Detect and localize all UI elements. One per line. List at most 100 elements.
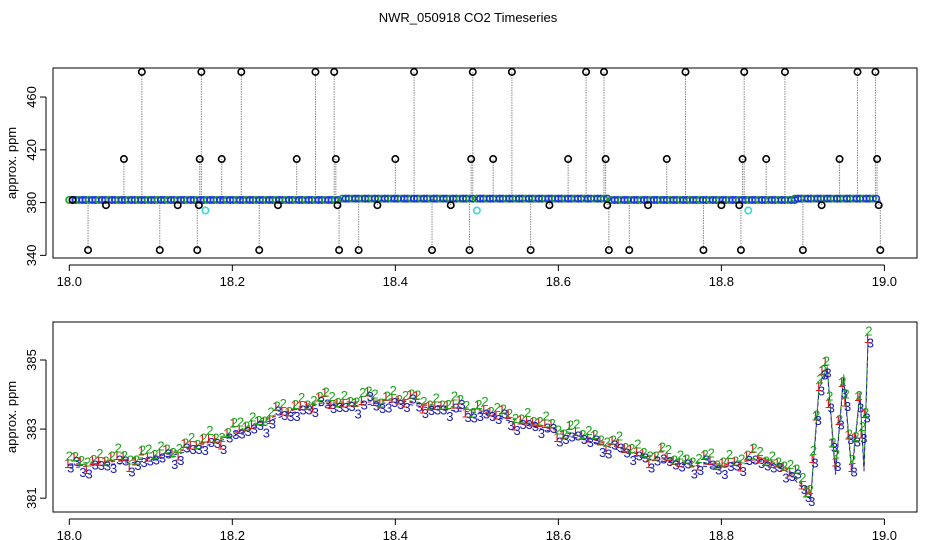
- top-y-tick-label: 460: [24, 86, 39, 108]
- outlier-point: [292, 155, 301, 164]
- series-2-marker: 2: [579, 427, 586, 442]
- series-3-marker: 3: [73, 454, 80, 469]
- series-1-marker: 1: [792, 462, 799, 477]
- series-2-marker: 2: [585, 423, 592, 438]
- series-3-marker: 3: [544, 420, 551, 435]
- series-3-marker: 3: [795, 467, 802, 482]
- series-3-marker: 3: [299, 402, 306, 417]
- series-1-marker: 1: [101, 454, 108, 469]
- series-1-marker: 1: [437, 398, 444, 413]
- series-2-marker: 2: [628, 441, 635, 456]
- series-3-marker: 3: [818, 383, 825, 398]
- series-1-marker: 1: [627, 441, 634, 456]
- series-3-marker: 3: [685, 457, 692, 472]
- series-2-marker: 2: [445, 397, 452, 412]
- outlier-point: [874, 201, 883, 210]
- series-3-marker: 3: [715, 463, 722, 478]
- series-1-marker: 1: [443, 398, 450, 413]
- series-1-marker: 1: [492, 407, 499, 422]
- outlier-point: [604, 246, 613, 255]
- outlier-point: [468, 67, 477, 76]
- series-2-marker: 2: [591, 427, 598, 442]
- series-2-marker: 2: [616, 428, 623, 443]
- series-1-marker: 1: [413, 388, 420, 403]
- top-outlier-points: [68, 67, 885, 255]
- series-2-marker: 2: [738, 452, 745, 467]
- series-1-marker: 1: [400, 396, 407, 411]
- series-1-marker: 1: [584, 431, 591, 446]
- series-2-marker: 2: [280, 396, 287, 411]
- series-3-marker: 3: [709, 457, 716, 472]
- outlier-point: [446, 201, 455, 210]
- series-3-marker: 3: [318, 394, 325, 409]
- series-1-marker: 1: [773, 455, 780, 470]
- series-3-marker: 3: [642, 450, 649, 465]
- series-2-marker: 2: [659, 440, 666, 455]
- series-3-marker: 3: [159, 451, 166, 466]
- series-1-marker: 1: [779, 459, 786, 474]
- series-3-marker: 3: [110, 461, 117, 476]
- series-1-marker: 1: [718, 455, 725, 470]
- series-1-marker: 1: [529, 415, 536, 430]
- series-3-marker: 3: [220, 442, 227, 457]
- top-spike-lines: [87, 71, 881, 251]
- series-2-marker: 2: [842, 387, 849, 402]
- outlier-point: [333, 201, 342, 210]
- bottom-x-tick-label: 18.6: [546, 528, 571, 540]
- series-1-marker: 1: [645, 456, 652, 471]
- series-1-marker: 1: [333, 396, 340, 411]
- series-2-trend-line: [69, 336, 869, 493]
- series-3-marker: 3: [666, 454, 673, 469]
- series-2-marker: 2: [494, 400, 501, 415]
- series-3-marker: 3: [348, 399, 355, 414]
- series-1-marker: 1: [541, 416, 548, 431]
- series-1-marker: 1: [676, 455, 683, 470]
- series-2-marker: 2: [237, 414, 244, 429]
- outlier-point: [467, 155, 476, 164]
- series-3-trend-line: [69, 339, 869, 497]
- series-1-marker: 1: [205, 431, 212, 446]
- bottom-plot-frame: [52, 321, 918, 513]
- series-2-marker: 2: [820, 362, 827, 377]
- series-1-marker: 1: [818, 363, 825, 378]
- series-3-marker: 3: [721, 467, 728, 482]
- series-2-marker: 2: [839, 374, 846, 389]
- outlier-point: [173, 201, 182, 210]
- series-2-marker: 2: [121, 448, 128, 463]
- series-2-marker: 2: [451, 389, 458, 404]
- series-1-marker: 1: [857, 427, 864, 442]
- series-3-marker: 3: [764, 459, 771, 474]
- series-1-trend-line: [69, 337, 869, 495]
- series-2-marker: 2: [610, 433, 617, 448]
- series-1-marker: 1: [474, 398, 481, 413]
- series-2-marker: 2: [322, 384, 329, 399]
- series-3-marker: 3: [269, 417, 276, 432]
- series-2-marker: 2: [469, 406, 476, 421]
- series-2-marker: 2: [182, 435, 189, 450]
- series-1-marker: 1: [828, 435, 835, 450]
- series-3-marker: 3: [189, 442, 196, 457]
- series-1-marker: 1: [523, 413, 530, 428]
- series-3-marker: 3: [238, 426, 245, 441]
- series-3-marker: 3: [746, 453, 753, 468]
- bottom-x-tick-label: 18.0: [57, 528, 82, 540]
- series-3-marker: 3: [811, 455, 818, 470]
- top-x-tick-label: 18.4: [383, 274, 408, 289]
- series-1-marker: 1: [156, 446, 163, 461]
- series-1-marker: 1: [821, 354, 828, 369]
- series-3-marker: 3: [562, 432, 569, 447]
- series-2-marker: 2: [689, 455, 696, 470]
- series-2-marker: 2: [604, 434, 611, 449]
- series-2-marker: 2: [188, 430, 195, 445]
- series-3-marker: 3: [660, 452, 667, 467]
- outlier-point: [735, 201, 744, 210]
- series-2-marker: 2: [781, 458, 788, 473]
- series-3-marker: 3: [489, 409, 496, 424]
- series-1-marker: 1: [278, 403, 285, 418]
- series-3-marker: 3: [244, 424, 251, 439]
- series-2-marker: 2: [653, 448, 660, 463]
- series-1-marker: 1: [498, 402, 505, 417]
- top-cyan-points: [201, 206, 753, 215]
- top-y-tick-label: 340: [24, 245, 39, 267]
